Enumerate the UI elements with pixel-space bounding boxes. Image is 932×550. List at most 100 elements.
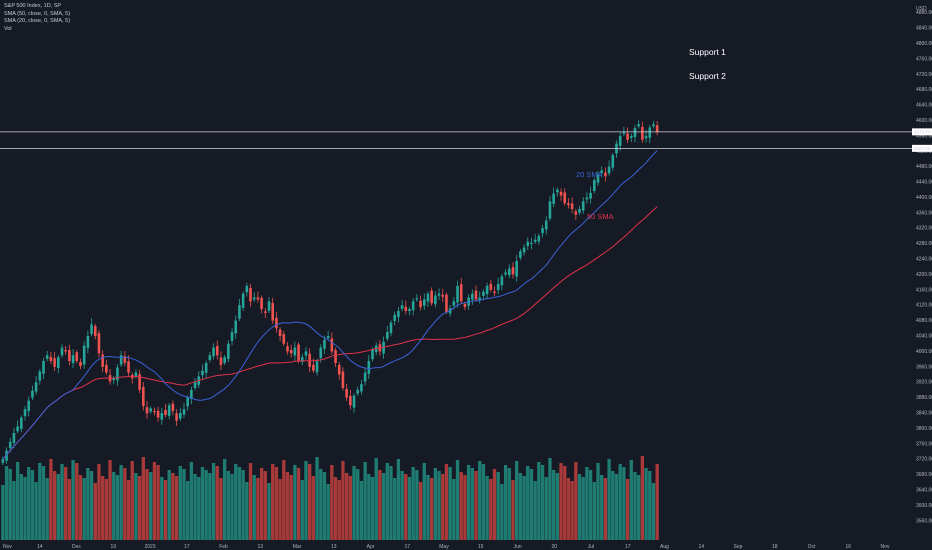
- volume-bar: [215, 466, 219, 540]
- candle-body: [286, 346, 289, 352]
- volume-bar: [537, 462, 541, 540]
- volume-bar: [359, 481, 364, 540]
- volume-bar: [577, 474, 582, 540]
- candle-body: [256, 297, 260, 300]
- volume-bar: [640, 456, 645, 540]
- candle-body: [260, 297, 263, 310]
- volume-bar: [574, 462, 578, 540]
- time-tick-label: Aug: [660, 544, 669, 550]
- volume-bar: [367, 474, 371, 540]
- candle-body: [71, 355, 75, 364]
- support-2-price-label: 4527.56: [914, 146, 931, 151]
- volume-bar: [648, 471, 652, 540]
- support-1-price-tag: [912, 128, 932, 136]
- candle-body: [567, 203, 570, 206]
- volume-bar: [193, 474, 197, 540]
- volume-bar: [385, 463, 389, 540]
- volume-bar: [259, 468, 264, 540]
- candle-body: [371, 349, 374, 360]
- candle-body: [297, 344, 300, 362]
- price-tick-label: 4880.00: [916, 10, 932, 16]
- volume-bar: [237, 467, 242, 540]
- candle-body: [478, 297, 482, 301]
- volume-bar: [559, 463, 563, 540]
- candle-body: [82, 345, 86, 365]
- candle-body: [633, 128, 637, 138]
- volume-bar: [267, 483, 271, 540]
- candle-body: [611, 155, 615, 168]
- candle-body: [230, 332, 234, 341]
- candle-body: [171, 403, 175, 412]
- time-tick-label: 2023: [144, 544, 155, 550]
- volume-bar: [381, 473, 386, 540]
- candle-body: [445, 294, 448, 312]
- volume-bar: [108, 460, 112, 540]
- candle-body: [312, 364, 315, 371]
- volume-bar: [156, 465, 160, 540]
- candle-body: [45, 355, 49, 359]
- volume-bar: [174, 476, 179, 540]
- time-tick-label: Jul: [588, 544, 594, 550]
- candle-body: [533, 239, 537, 242]
- volume-bar: [492, 469, 497, 540]
- candle-body: [308, 353, 311, 367]
- time-tick-label: Feb: [219, 544, 228, 550]
- legend-sma-20: SMA (20, close, 0, SMA, 5): [4, 18, 71, 24]
- candle-body: [153, 410, 156, 413]
- legend-volume: Vol: [4, 25, 12, 32]
- price-tick-label: 4160.00: [916, 287, 932, 293]
- candle-body: [182, 409, 186, 415]
- candle-body: [42, 361, 45, 374]
- price-tick-label: 4320.00: [916, 226, 932, 232]
- volume-bar: [426, 475, 430, 540]
- volume-bar: [374, 458, 378, 540]
- volume-bar: [145, 469, 149, 540]
- price-axis: 4880.00 4840.00 4800.00 4760.00 4720.00 4680.…: [916, 10, 932, 524]
- candle-body: [511, 267, 515, 275]
- volume-bar: [489, 479, 493, 540]
- candle-body: [408, 309, 411, 311]
- candle-body: [419, 300, 422, 308]
- candle-body: [411, 301, 415, 311]
- candle-body: [138, 374, 141, 390]
- volume-bar: [123, 468, 127, 540]
- volume-bar: [130, 461, 134, 540]
- price-tick-label: 4200.00: [916, 272, 932, 278]
- volume-bar: [548, 458, 552, 540]
- candle-body: [278, 329, 282, 337]
- volume-bar: [115, 475, 120, 540]
- volume-bar: [444, 464, 449, 540]
- volume-bar: [186, 481, 190, 540]
- volume-bar: [23, 477, 27, 540]
- candle-body: [123, 356, 127, 363]
- volume-bar: [529, 469, 534, 540]
- candle-body: [437, 293, 441, 296]
- volume-bar: [518, 473, 523, 540]
- volume-bar: [178, 466, 182, 540]
- volume-bar: [97, 464, 101, 540]
- price-tick-label: 4680.00: [916, 87, 932, 93]
- volume-bar: [252, 475, 256, 540]
- price-tick-label: 4840.00: [916, 26, 932, 32]
- sma-20-label: 20 SMA: [576, 170, 603, 179]
- candle-body: [585, 197, 589, 200]
- candle-body: [315, 361, 319, 373]
- candle-body: [452, 301, 456, 306]
- candle-body: [641, 126, 644, 140]
- time-tick-label: May: [439, 544, 449, 550]
- volume-bar: [400, 471, 404, 540]
- candle-body: [578, 208, 581, 213]
- candle-body: [190, 389, 193, 399]
- price-tick-label: 4440.00: [916, 180, 932, 186]
- candle-body: [249, 288, 252, 302]
- volume-bar: [152, 462, 157, 540]
- volume-bar: [341, 461, 345, 540]
- volume-bar: [41, 466, 46, 540]
- volume-bar: [485, 476, 489, 540]
- volume-bar: [182, 469, 186, 540]
- candle-body: [389, 322, 393, 334]
- candle-body: [326, 336, 330, 339]
- volume-bar: [614, 474, 619, 540]
- candle-body: [53, 358, 56, 367]
